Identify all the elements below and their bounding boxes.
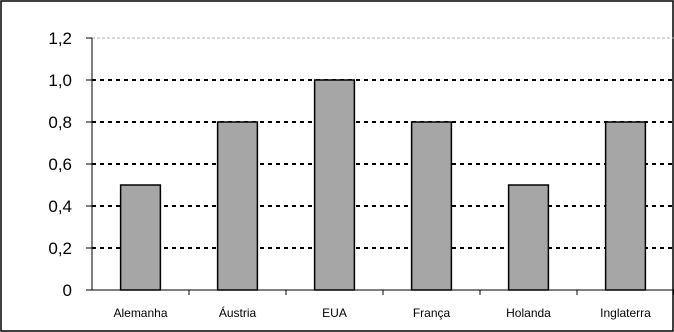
bar-Áustria [216,121,259,291]
bar-Inglaterra [604,121,647,291]
bar-França [410,121,453,291]
gridlines [92,37,674,249]
x-label-0: Alemanha [113,306,167,320]
bars [119,79,647,291]
y-ticks: 0 0,2 0,4 0,6 0,8 1,0 1,2 [48,29,92,300]
x-label-5: Inglaterra [600,306,651,320]
y-tick-label-3: 0,6 [48,155,72,174]
y-tick-label-6: 1,2 [48,29,72,48]
y-tick-label-1: 0,2 [48,239,72,258]
x-label-2: EUA [322,306,347,320]
y-tick-label-4: 0,8 [48,113,72,132]
x-labels: Alemanha Áustria EUA França Holanda Inglaterr… [113,290,674,320]
x-label-1: Áustria [219,305,257,320]
bar-Holanda [507,184,550,291]
y-tick-label-5: 1,0 [48,71,72,90]
y-tick-label-0: 0 [63,281,72,300]
y-tick-label-2: 0,4 [48,197,72,216]
bar-Alemanha [119,184,162,291]
x-label-4: Holanda [506,306,551,320]
x-label-3: França [413,306,451,320]
bar-EUA [313,79,356,291]
